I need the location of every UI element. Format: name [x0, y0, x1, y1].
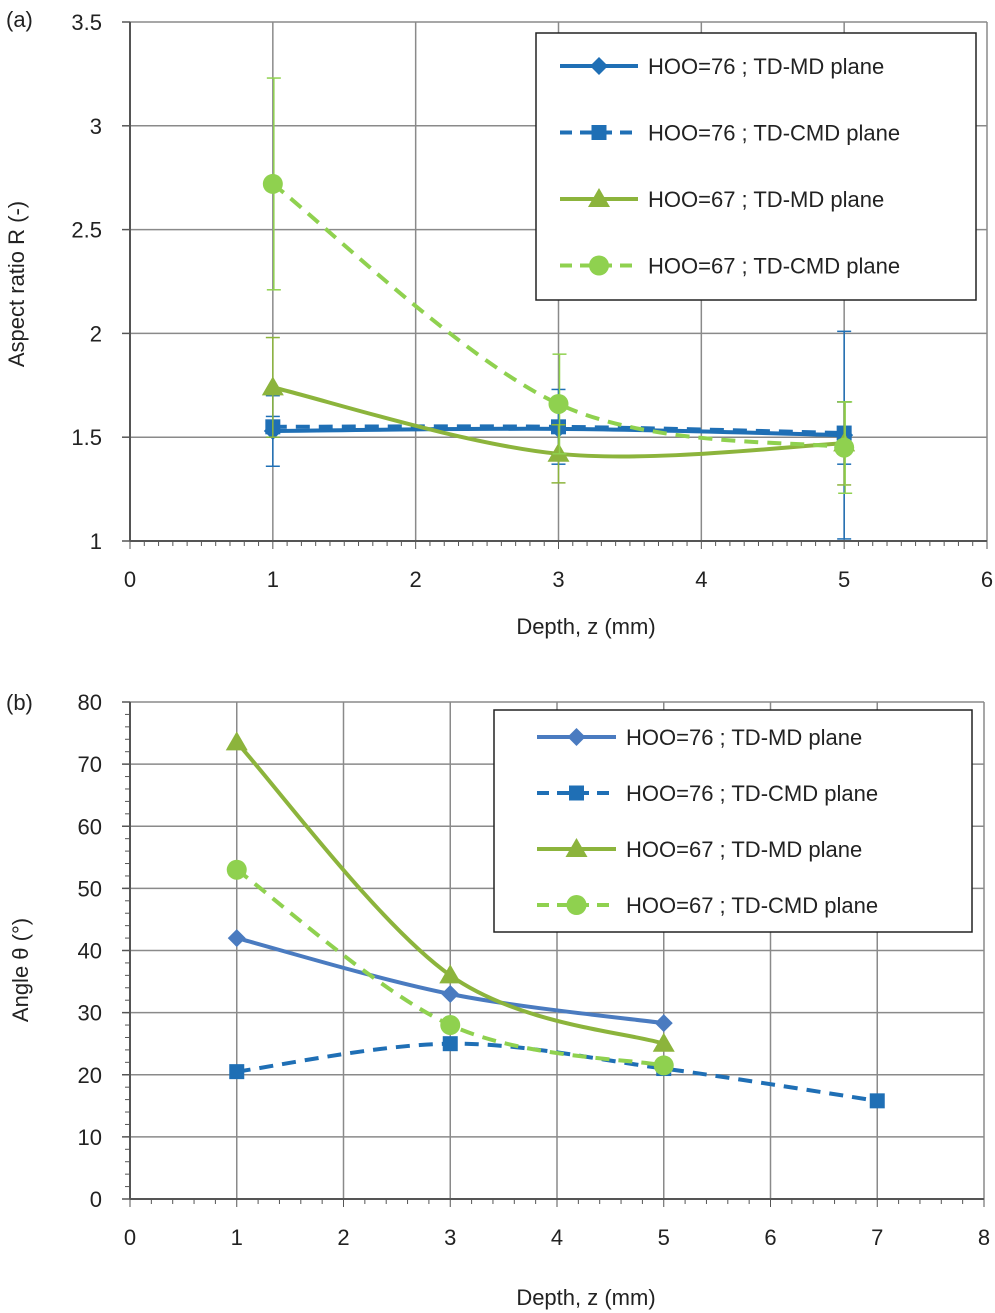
chart-b-y-tick-label: 80 [78, 690, 102, 715]
chart-b-series-2 [225, 731, 675, 1052]
chart-b-series-3 [226, 859, 674, 1076]
chart-b-legend-entry: HOO=67 ; TD-MD plane [537, 837, 862, 862]
chart-b-y-tick-label: 0 [90, 1187, 102, 1212]
chart-a-legend-marker [588, 188, 610, 207]
chart-b-x-tick-label: 6 [764, 1225, 776, 1250]
chart-b-legend-label: HOO=67 ; TD-MD plane [626, 837, 862, 862]
chart-a-y-tick-label: 1 [90, 529, 102, 554]
chart-b-y-tick-label: 20 [78, 1063, 102, 1088]
chart-a-x-axis-title: Depth, z (mm) [516, 614, 655, 639]
chart-a-x-tick-label: 0 [124, 567, 136, 592]
chart-b-data-point [654, 1014, 673, 1033]
chart-b-data-point [229, 1064, 245, 1080]
chart-b-x-tick-label: 7 [871, 1225, 883, 1250]
chart-b-x-tick-label: 8 [978, 1225, 990, 1250]
chart-b-y-tick-label: 10 [78, 1125, 102, 1150]
chart-a-y-axis-title: Aspect ratio R (-) [4, 201, 29, 367]
chart-b-y-axis-title: Angle θ (°) [8, 918, 33, 1022]
chart-b-data-point [227, 929, 246, 948]
chart-a-x-tick-label: 2 [410, 567, 422, 592]
chart-a-x-tick-label: 1 [267, 567, 279, 592]
chart-a-data-point [548, 393, 569, 414]
chart-a-axes [122, 21, 988, 549]
chart-a-data-point [834, 437, 855, 458]
chart-b-data-point [869, 1093, 885, 1109]
chart-b-y-tick-label: 50 [78, 876, 102, 901]
chart-b-data-point [442, 1036, 458, 1052]
chart-a-x-tick-label: 6 [981, 567, 993, 592]
chart-b-legend-marker [569, 785, 584, 801]
chart-a-legend-entry: HOO=67 ; TD-MD plane [560, 187, 884, 212]
chart-b-legend-label: HOO=76 ; TD-MD plane [626, 725, 862, 750]
chart-a-legend-entry: HOO=76 ; TD-CMD plane [560, 121, 900, 146]
chart-b-y-tick-label: 70 [78, 752, 102, 777]
chart-b-x-tick-label: 1 [231, 1225, 243, 1250]
chart-a-x-ticks: 0 1 2 3 4 5 6 [124, 567, 993, 592]
chart-b-data-point [440, 1015, 461, 1036]
chart-a-y-tick-label: 3.5 [71, 10, 102, 35]
chart-a-legend-marker [590, 57, 608, 75]
chart-b-legend-entry: HOO=76 ; TD-MD plane [537, 725, 862, 750]
chart-b-data-point [653, 1055, 674, 1076]
chart-a-x-tick-label: 4 [695, 567, 707, 592]
chart-a-data-point [261, 376, 284, 396]
chart-a-legend-label: HOO=67 ; TD-CMD plane [648, 254, 900, 279]
chart-b-legend-entry: HOO=67 ; TD-CMD plane [537, 893, 878, 918]
chart-a-legend-box [535, 32, 977, 301]
chart-a-legend-label: HOO=76 ; TD-MD plane [648, 54, 884, 79]
chart-a-y-tick-label: 3 [90, 114, 102, 139]
chart-a-x-tick-label: 5 [838, 567, 850, 592]
chart-b-x-ticks: 0 1 2 3 4 5 6 7 8 [124, 1225, 990, 1250]
chart-b-series-0 [227, 929, 673, 1033]
chart-b-x-tick-label: 2 [337, 1225, 349, 1250]
chart-b-data-point [652, 1032, 675, 1052]
chart-a-legend-marker [591, 125, 607, 140]
chart-b-legend-marker [565, 838, 588, 857]
chart-a-x-tick-label: 3 [552, 567, 564, 592]
chart-b: (b) 0 1 2 3 4 5 6 7 8 0 10 20 30 40 50 60 70 80 Depth, z… [6, 690, 990, 1310]
chart-b-data-point [439, 964, 462, 984]
chart-a-y-ticks: 1 1.5 2 2.5 3 3.5 [71, 10, 102, 554]
chart-b-series [225, 731, 885, 1109]
chart-a-series [261, 77, 856, 540]
chart-a-legend-label: HOO=67 ; TD-MD plane [648, 187, 884, 212]
chart-b-legend-box [493, 709, 973, 933]
chart-b-y-tick-label: 40 [78, 939, 102, 964]
chart-a-legend-label: HOO=76 ; TD-CMD plane [648, 121, 900, 146]
chart-a-legend-entry: HOO=67 ; TD-CMD plane [560, 254, 900, 279]
chart-b-legend-marker [566, 895, 587, 915]
chart-b-data-point [226, 859, 247, 880]
chart-a-legend: HOO=76 ; TD-MD plane HOO=76 ; TD-CMD plan… [535, 32, 977, 301]
chart-a-legend-marker [589, 255, 609, 276]
chart-a-panel-label: (a) [6, 7, 33, 32]
chart-a-y-tick-label: 2 [90, 321, 102, 346]
chart-b-x-axis-title: Depth, z (mm) [516, 1285, 655, 1310]
chart-b-x-tick-label: 0 [124, 1225, 136, 1250]
chart-a-y-tick-label: 1.5 [71, 425, 102, 450]
chart-b-x-tick-label: 5 [658, 1225, 670, 1250]
chart-a-series-line [271, 182, 845, 450]
chart-b-data-point [441, 984, 460, 1003]
chart-a-series-3 [262, 77, 855, 495]
chart-b-legend-label: HOO=76 ; TD-CMD plane [626, 781, 878, 806]
chart-b-legend-label: HOO=67 ; TD-CMD plane [626, 893, 878, 918]
chart-a-data-point [547, 442, 570, 462]
chart-a-data-point [262, 173, 283, 194]
chart-a-legend-entry: HOO=76 ; TD-MD plane [560, 54, 884, 79]
chart-b-panel-label: (b) [6, 690, 33, 715]
chart-a-y-tick-label: 2.5 [71, 218, 102, 243]
chart-b-y-tick-label: 30 [78, 1001, 102, 1026]
chart-b-x-tick-label: 4 [551, 1225, 563, 1250]
chart-b-axes [122, 701, 985, 1207]
chart-b-x-tick-label: 3 [444, 1225, 456, 1250]
chart-b-y-ticks: 0 10 20 30 40 50 60 70 80 [78, 690, 102, 1212]
chart-b-legend: HOO=76 ; TD-MD plane HOO=76 ; TD-CMD plan… [493, 709, 973, 933]
chart-b-data-point [225, 731, 248, 751]
chart-b-y-tick-label: 60 [78, 814, 102, 839]
chart-b-legend-marker [567, 728, 586, 746]
chart-b-legend-entry: HOO=76 ; TD-CMD plane [537, 781, 878, 806]
